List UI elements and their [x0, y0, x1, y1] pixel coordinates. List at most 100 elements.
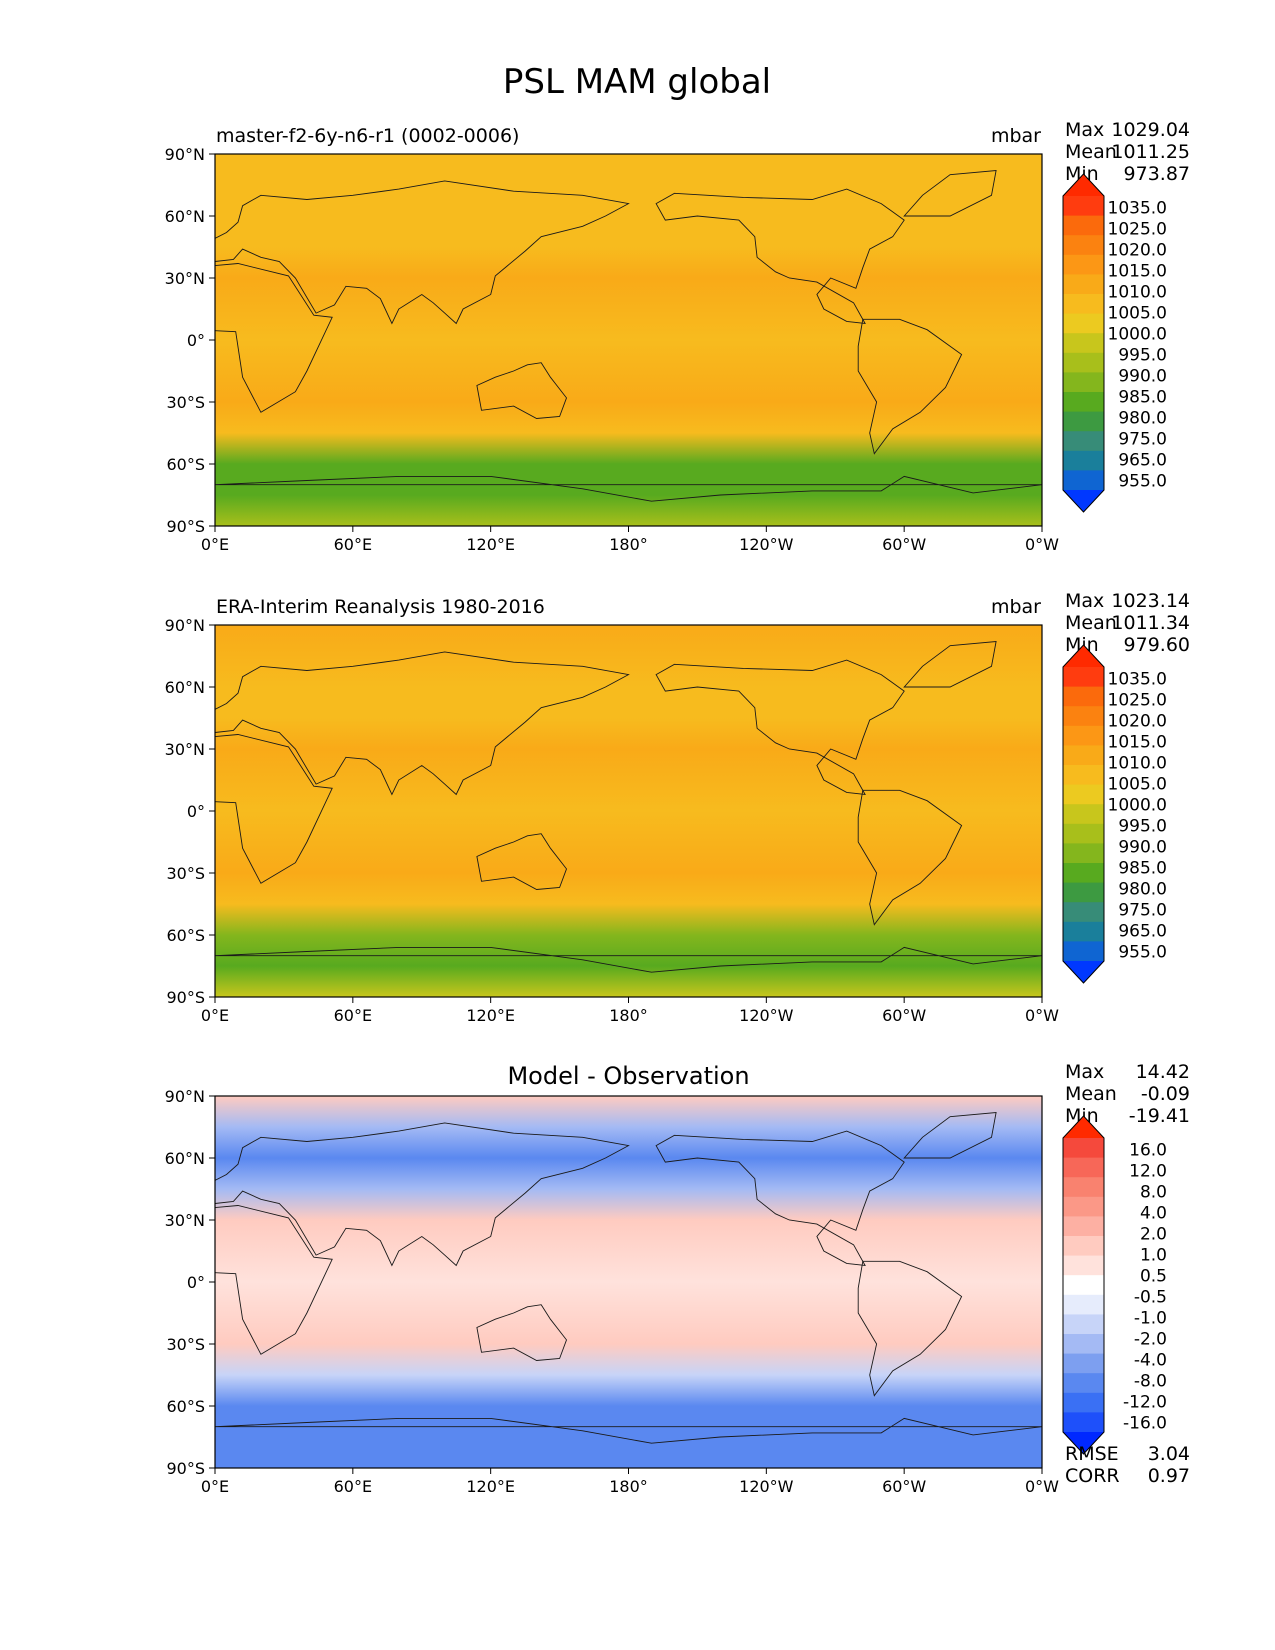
colorbar-swatch — [1063, 784, 1104, 805]
stat-value: 0.97 — [1148, 1465, 1190, 1487]
lat-label: 90°S — [166, 517, 205, 536]
stat-label: Max — [1065, 119, 1104, 141]
lat-label: 60°S — [166, 455, 205, 474]
colorbar-swatch — [1063, 843, 1104, 864]
lat-label: 90°N — [165, 616, 205, 635]
lon-label: 60°W — [882, 1477, 926, 1496]
lat-label: 90°S — [166, 1459, 205, 1478]
lon-label: 120°W — [739, 1477, 794, 1496]
lon-label: 180° — [609, 1006, 648, 1025]
lat-label: 60°S — [166, 926, 205, 945]
lon-label: 60°E — [334, 1006, 372, 1025]
stat-value: -19.41 — [1129, 1105, 1190, 1127]
colorbar-swatch — [1063, 1196, 1104, 1217]
colorbar: 1035.01025.01020.01015.01010.01005.01000… — [1062, 644, 1167, 984]
colorbar-swatch — [1063, 823, 1104, 844]
colorbar-swatch — [1063, 294, 1104, 315]
lon-label: 120°E — [466, 535, 515, 554]
coastline — [857, 789, 963, 926]
colorbar-swatch — [1063, 921, 1104, 942]
colorbar-tick-label: 965.0 — [1118, 922, 1167, 942]
colorbar-tick-label: 990.0 — [1118, 838, 1167, 858]
colorbar-swatch — [1063, 804, 1104, 825]
lat-label: 90°S — [166, 988, 205, 1007]
coastline — [857, 318, 963, 455]
colorbar-tick-label: 1035.0 — [1108, 199, 1167, 219]
colorbar-swatch — [1063, 1216, 1104, 1237]
lat-label: 30°N — [165, 1211, 205, 1230]
colorbar-tick-label: 1000.0 — [1108, 325, 1167, 345]
stat-value: 1023.14 — [1111, 590, 1190, 612]
colorbar: 1035.01025.01020.01015.01010.01005.01000… — [1062, 173, 1167, 513]
lon-label: 60°W — [882, 1006, 926, 1025]
colorbar-swatch — [1063, 411, 1104, 432]
coastlines — [215, 1111, 1042, 1444]
colorbar-tick-label: 995.0 — [1118, 346, 1167, 366]
colorbar-tick-label: 1005.0 — [1108, 304, 1167, 324]
coastline — [655, 1130, 905, 1267]
stat-value: 979.60 — [1124, 634, 1190, 656]
coastline — [215, 475, 1042, 502]
coastline — [476, 833, 568, 890]
colorbar-swatch — [1063, 706, 1104, 727]
colorbar-tick-label: 2.0 — [1140, 1225, 1167, 1245]
stat-label: Mean — [1065, 141, 1117, 163]
colorbar-tick-label: 995.0 — [1118, 817, 1167, 837]
coastline — [655, 659, 905, 796]
colorbar-swatch — [1063, 392, 1104, 413]
lon-label: 120°W — [739, 535, 794, 554]
coastline — [903, 1111, 997, 1159]
colorbar-swatch — [1063, 1373, 1104, 1394]
lat-label: 0° — [187, 802, 205, 821]
colorbar-tick-label: 990.0 — [1118, 367, 1167, 387]
stat-label: Max — [1065, 1061, 1104, 1083]
panels: 90°N60°N30°N0°30°S60°S90°S0°E 60°E 120°E 18… — [165, 119, 1190, 1496]
colorbar-tick-label: -4.0 — [1134, 1351, 1167, 1371]
colorbar-tick-label: 980.0 — [1118, 880, 1167, 900]
colorbar-swatch — [1063, 667, 1104, 688]
colorbar-tick-label: -16.0 — [1123, 1414, 1167, 1434]
colorbar-swatch — [1063, 215, 1104, 236]
stat-value: 1011.25 — [1111, 141, 1190, 163]
coastline — [215, 1205, 333, 1355]
stat-value: 1011.34 — [1111, 612, 1190, 634]
coastline — [215, 734, 333, 884]
stat-value: 14.42 — [1136, 1061, 1190, 1083]
colorbar-swatch — [1063, 235, 1104, 256]
figure-title: PSL MAM global — [503, 62, 771, 102]
colorbar-swatch — [1063, 1255, 1104, 1276]
colorbar-outline — [1062, 1115, 1105, 1455]
coastline — [215, 180, 630, 325]
colorbar-swatch — [1063, 1157, 1104, 1178]
map-field — [215, 154, 1042, 526]
coastline — [857, 1260, 963, 1397]
stat-value: 3.04 — [1148, 1443, 1190, 1465]
colorbar-tick-label: 1.0 — [1140, 1246, 1167, 1266]
stat-label: Mean — [1065, 1083, 1117, 1105]
colorbar-tick-label: 975.0 — [1118, 430, 1167, 450]
map-field — [215, 1096, 1042, 1468]
lon-label: 0°W — [1025, 535, 1059, 554]
lon-label: 60°E — [334, 535, 372, 554]
stat-label: RMSE — [1065, 1443, 1119, 1465]
coastline — [215, 946, 1042, 973]
colorbar-extend-high — [1063, 1116, 1104, 1138]
colorbar-tick-label: 1025.0 — [1108, 691, 1167, 711]
colorbar-tick-label: 1010.0 — [1108, 754, 1167, 774]
stat-label: Mean — [1065, 612, 1117, 634]
colorbar-swatch — [1063, 352, 1104, 373]
colorbar-tick-label: 0.5 — [1140, 1267, 1167, 1287]
lat-label: 30°S — [166, 393, 205, 412]
coastline — [903, 169, 997, 217]
colorbar-tick-label: 12.0 — [1129, 1162, 1167, 1182]
lon-label: 0°E — [201, 1006, 229, 1025]
map-field — [215, 625, 1042, 997]
colorbar: 16.012.08.04.02.01.00.5-0.5-1.0-2.0-4.0-… — [1062, 1115, 1167, 1455]
stat-label: Max — [1065, 590, 1104, 612]
colorbar-tick-label: -12.0 — [1123, 1393, 1167, 1413]
coastline — [476, 1304, 568, 1361]
colorbar-tick-label: 8.0 — [1140, 1183, 1167, 1203]
coastlines — [215, 640, 1042, 973]
colorbar-tick-label: 1015.0 — [1108, 262, 1167, 282]
stat-label: CORR — [1065, 1465, 1120, 1487]
